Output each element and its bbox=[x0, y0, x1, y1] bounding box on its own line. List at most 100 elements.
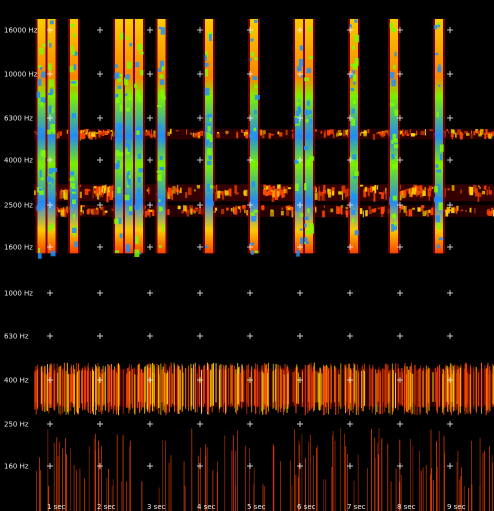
pulse-speck bbox=[349, 74, 353, 79]
band-streak bbox=[360, 131, 365, 134]
pulse-speck bbox=[71, 188, 77, 192]
band-streak bbox=[423, 367, 425, 408]
band-streak bbox=[272, 363, 274, 403]
band-streak bbox=[179, 369, 181, 410]
pulse-speck bbox=[135, 239, 138, 244]
band-streak bbox=[169, 128, 172, 134]
y-tick-label: 1000 Hz bbox=[4, 290, 33, 298]
pulse-speck bbox=[72, 199, 76, 205]
pulse-speck bbox=[352, 154, 357, 160]
band-streak bbox=[181, 210, 185, 214]
band-streak bbox=[194, 365, 196, 410]
pulse-speck bbox=[351, 209, 356, 215]
band-streak bbox=[406, 133, 410, 136]
band-streak bbox=[415, 186, 417, 193]
pulse-speck bbox=[114, 250, 119, 253]
pulse-speck bbox=[159, 207, 163, 212]
band-streak bbox=[425, 210, 428, 215]
pulse-speck bbox=[299, 45, 305, 51]
band-streak bbox=[149, 210, 151, 218]
pulse-speck bbox=[250, 212, 255, 216]
grid-cross bbox=[147, 333, 153, 339]
pulse-speck bbox=[391, 153, 395, 160]
grid-cross bbox=[197, 27, 203, 33]
grid-cross bbox=[297, 157, 303, 163]
band-streak bbox=[439, 364, 441, 407]
band-streak bbox=[263, 189, 267, 195]
pulse-speck bbox=[69, 177, 75, 182]
pulse-speck bbox=[159, 74, 164, 79]
pulse-speck bbox=[392, 164, 398, 169]
band-streak bbox=[263, 184, 267, 188]
grid-cross bbox=[97, 333, 103, 339]
band-streak bbox=[226, 207, 229, 211]
band-streak bbox=[411, 372, 413, 415]
band-streak bbox=[368, 206, 371, 210]
band-streak bbox=[226, 130, 228, 135]
pulse-speck bbox=[39, 47, 44, 55]
frequency-bands bbox=[34, 128, 494, 511]
band-streak bbox=[146, 189, 149, 192]
band-streak bbox=[147, 187, 150, 195]
pulse-4 bbox=[123, 18, 135, 254]
band-streak bbox=[59, 191, 63, 199]
pulse-speck bbox=[160, 89, 164, 97]
band-streak bbox=[89, 133, 93, 140]
pulse-speck bbox=[204, 55, 207, 61]
grid-cross bbox=[397, 157, 403, 163]
band-streak bbox=[261, 365, 263, 408]
band-streak bbox=[64, 189, 68, 200]
pulse-speck bbox=[51, 223, 54, 230]
pulse-speck bbox=[129, 206, 133, 212]
band-streak bbox=[81, 370, 83, 404]
band-streak bbox=[101, 373, 103, 411]
pulse-speck bbox=[39, 169, 42, 178]
band-streak bbox=[265, 185, 270, 190]
band-streak bbox=[455, 132, 457, 138]
band-streak bbox=[164, 372, 166, 413]
pulse-speck bbox=[436, 169, 442, 173]
band-streak bbox=[378, 366, 380, 415]
band-streak bbox=[319, 191, 323, 196]
band-streak bbox=[428, 192, 430, 201]
band-streak bbox=[281, 191, 284, 198]
pulse-core bbox=[37, 18, 46, 254]
pulse-speck bbox=[117, 78, 122, 82]
pulse-speck bbox=[306, 100, 310, 106]
pulse-speck bbox=[435, 215, 440, 223]
band-streak bbox=[58, 366, 60, 414]
band-streak bbox=[220, 364, 222, 408]
band-streak bbox=[364, 370, 366, 406]
grid-cross bbox=[197, 463, 203, 469]
pulse-speck bbox=[127, 178, 131, 186]
band-streak bbox=[77, 371, 79, 414]
band-streak bbox=[288, 205, 291, 208]
grid-cross bbox=[447, 71, 453, 77]
band-streak bbox=[108, 186, 112, 191]
band-streak bbox=[219, 370, 221, 409]
grid-cross bbox=[97, 157, 103, 163]
band-streak bbox=[340, 363, 342, 409]
band-streak bbox=[337, 370, 339, 415]
pulse-speck bbox=[126, 244, 131, 253]
band-streak bbox=[465, 363, 467, 407]
pulse-speck bbox=[389, 22, 394, 29]
band-streak bbox=[169, 366, 171, 413]
band-streak bbox=[34, 190, 37, 196]
band-streak bbox=[409, 129, 412, 135]
grid-cross bbox=[197, 157, 203, 163]
grid-cross bbox=[397, 290, 403, 296]
band-streak bbox=[301, 369, 303, 408]
pulse-speck bbox=[137, 43, 143, 51]
band-streak bbox=[195, 207, 198, 212]
band-streak bbox=[470, 366, 472, 415]
band-streak bbox=[335, 133, 339, 137]
band-streak bbox=[176, 130, 179, 132]
band-streak bbox=[407, 370, 409, 414]
band-streak bbox=[418, 369, 420, 408]
band-streak bbox=[82, 129, 84, 136]
band-streak bbox=[284, 371, 286, 405]
pulse-speck bbox=[157, 174, 161, 179]
band-streak bbox=[338, 374, 340, 406]
